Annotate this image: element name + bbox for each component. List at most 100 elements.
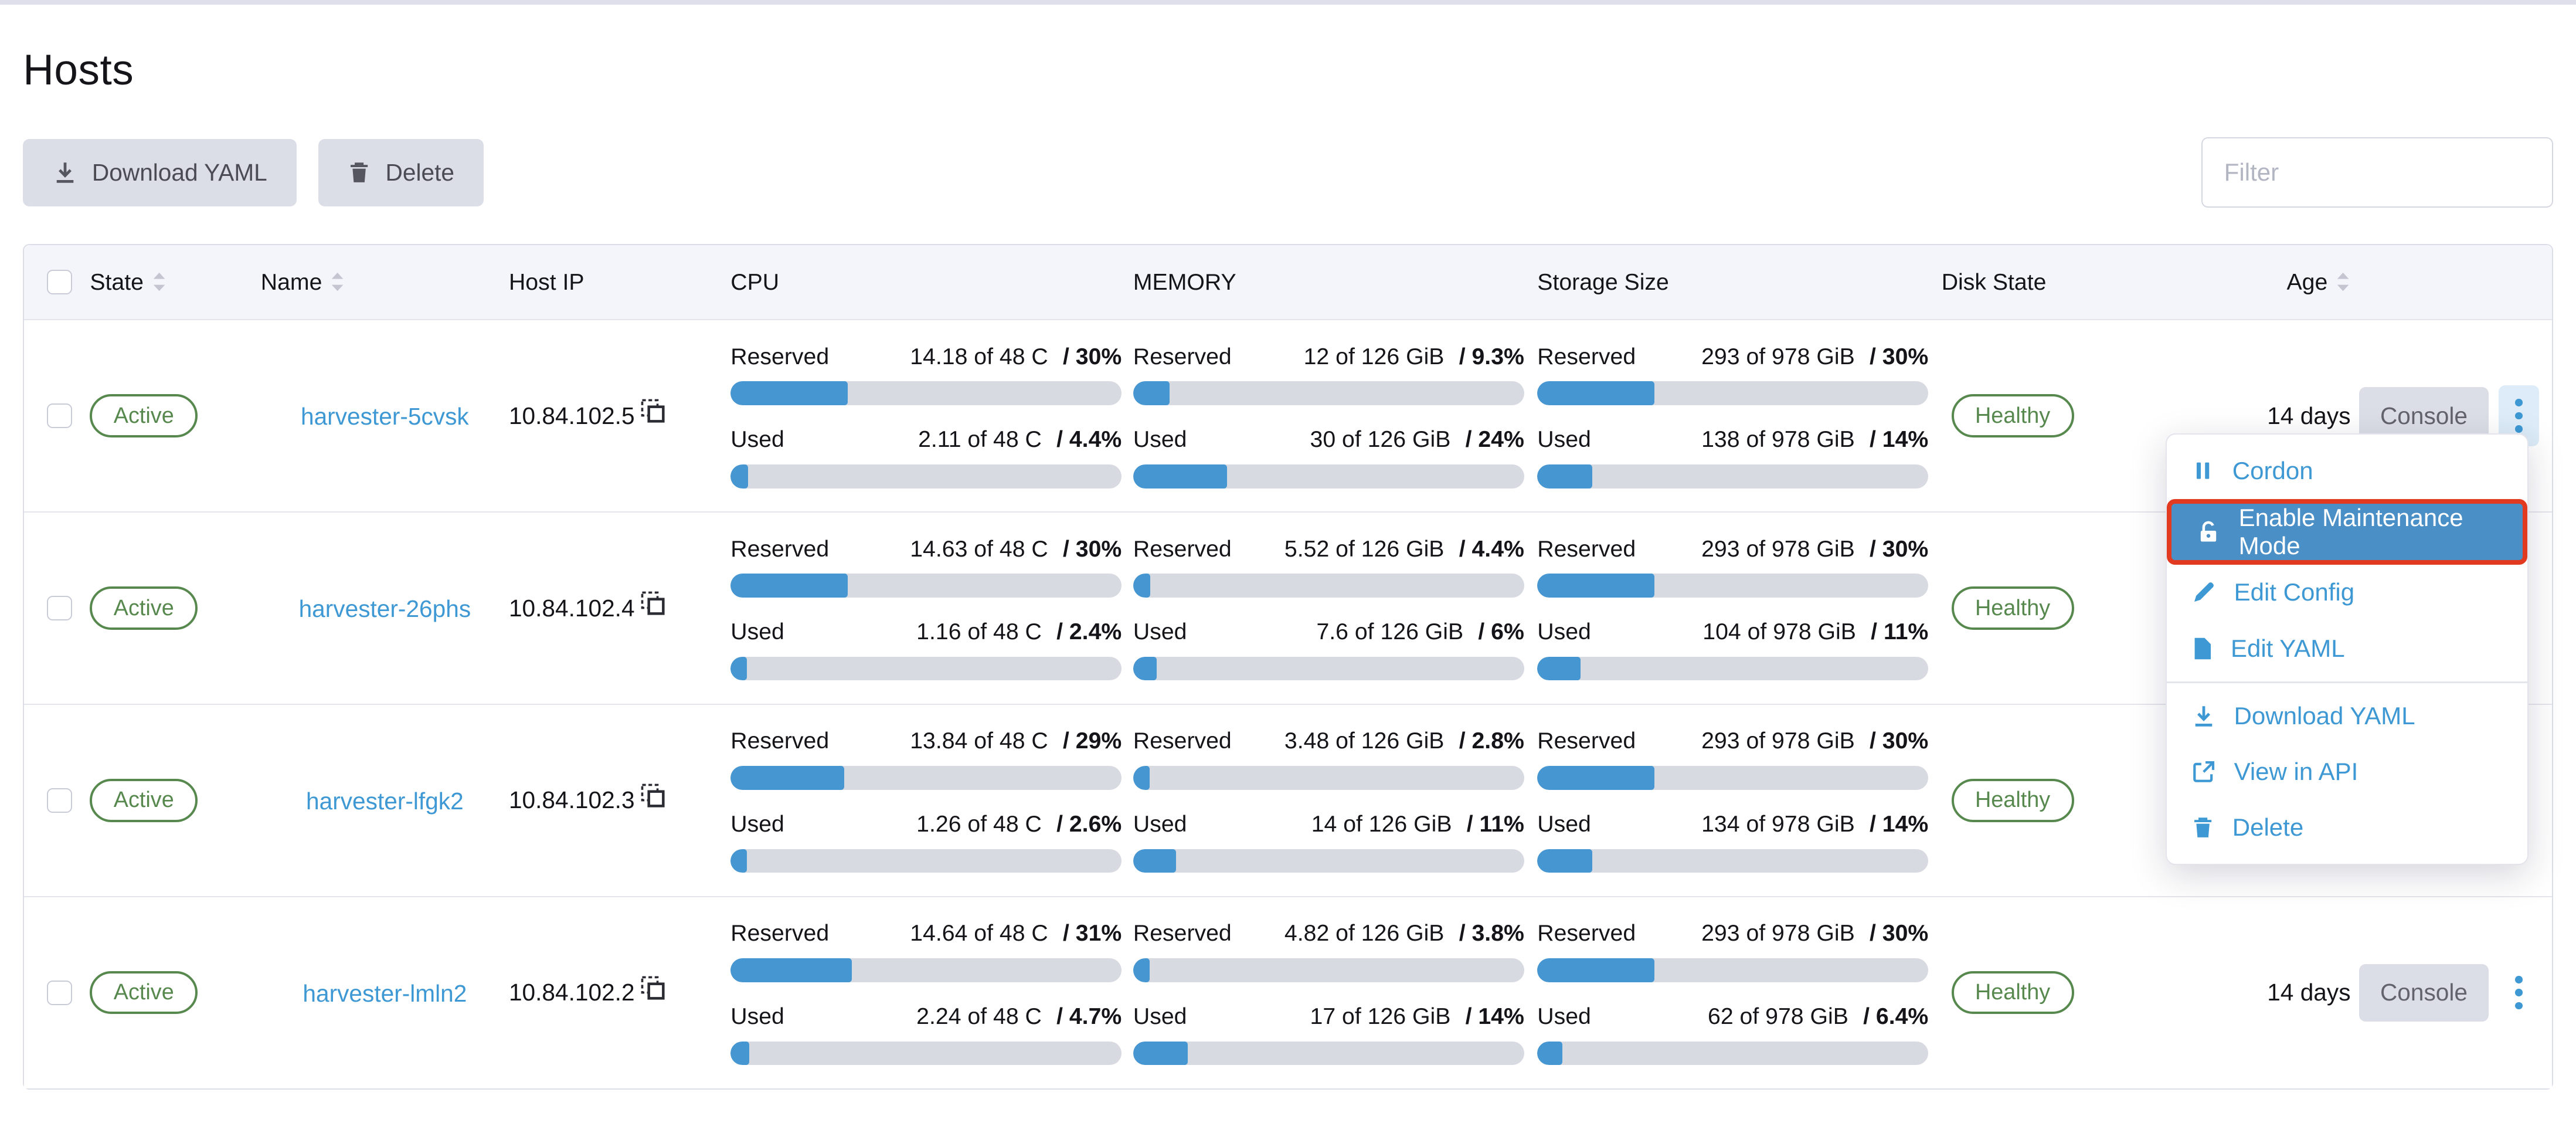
page-title: Hosts (23, 46, 134, 94)
reserved-label: Reserved (1133, 728, 1232, 754)
kebab-menu-button[interactable] (2499, 962, 2538, 1023)
menu-divider (2166, 681, 2528, 683)
storage-metric: Reserved 293 of 978 GiB / 30% Used 138 of 9… (1537, 343, 1929, 489)
disk-state-badge: Healthy (1951, 394, 2074, 437)
storage-reserved-pct: / 30% (1869, 535, 1929, 562)
used-label: Used (730, 1003, 784, 1029)
used-label: Used (1537, 619, 1591, 645)
menu-item-view-in-api[interactable]: View in API (2166, 744, 2528, 800)
cpu-used-bar (730, 1041, 1122, 1066)
host-name-link[interactable]: harvester-26phs (298, 595, 471, 622)
copy-icon[interactable] (640, 398, 666, 424)
copy-icon[interactable] (640, 975, 666, 1001)
cpu-reserved-pct: / 30% (1062, 535, 1122, 562)
reserved-label: Reserved (730, 728, 830, 754)
storage-metric: Reserved 293 of 978 GiB / 30% Used 134 of 9… (1537, 728, 1929, 873)
column-header-age[interactable]: Age (2191, 269, 2359, 296)
column-header-host-ip: Host IP (508, 269, 584, 295)
age-value: 14 days (2267, 402, 2351, 429)
storage-metric: Reserved 293 of 978 GiB / 30% Used 104 of 9… (1537, 535, 1929, 681)
cpu-reserved-bar (730, 766, 1122, 790)
menu-item-edit-yaml[interactable]: Edit YAML (2166, 620, 2528, 677)
host-name-link[interactable]: harvester-5cvsk (301, 403, 469, 430)
file-icon (2191, 636, 2213, 661)
copy-icon[interactable] (640, 782, 666, 809)
storage-reserved-pct: / 30% (1869, 920, 1929, 947)
menu-item-edit-config[interactable]: Edit Config (2166, 564, 2528, 621)
menu-item-download-yaml[interactable]: Download YAML (2166, 687, 2528, 744)
used-label: Used (1537, 1003, 1591, 1029)
reserved-label: Reserved (730, 920, 830, 947)
cpu-reserved-value: 14.63 of 48 C (910, 535, 1048, 562)
used-label: Used (1537, 811, 1591, 837)
memory-used-pct: / 14% (1465, 1003, 1524, 1029)
storage-used-pct: / 11% (1871, 619, 1929, 645)
memory-metric: Reserved 4.82 of 126 GiB / 3.8% Used 17 of … (1133, 920, 1524, 1066)
used-label: Used (730, 619, 784, 645)
storage-reserved-value: 293 of 978 GiB (1701, 343, 1855, 369)
host-name-link[interactable]: harvester-lfgk2 (306, 787, 464, 815)
cpu-used-bar (730, 656, 1122, 681)
used-label: Used (1133, 811, 1187, 837)
filter-input[interactable] (2201, 137, 2554, 208)
column-header-name[interactable]: Name (261, 269, 509, 296)
cpu-reserved-pct: / 31% (1062, 920, 1122, 947)
storage-reserved-pct: / 30% (1869, 728, 1929, 754)
copy-icon[interactable] (640, 590, 666, 616)
host-name-link[interactable]: harvester-lmln2 (303, 979, 467, 1007)
row-checkbox[interactable] (47, 595, 72, 621)
menu-item-cordon[interactable]: Cordon (2166, 443, 2528, 499)
cpu-used-pct: / 2.6% (1056, 811, 1122, 837)
storage-metric: Reserved 293 of 978 GiB / 30% Used 62 of 97… (1537, 920, 1929, 1066)
unlock-icon (2196, 520, 2221, 544)
memory-reserved-value: 4.82 of 126 GiB (1284, 920, 1445, 947)
console-button[interactable]: Console (2358, 964, 2489, 1022)
download-yaml-button[interactable]: Download YAML (23, 138, 297, 206)
memory-reserved-pct: / 3.8% (1459, 920, 1524, 947)
storage-reserved-bar (1537, 958, 1929, 982)
memory-metric: Reserved 3.48 of 126 GiB / 2.8% Used 14 of … (1133, 728, 1524, 873)
storage-used-value: 62 of 978 GiB (1708, 1003, 1848, 1029)
menu-item-enable-maintenance-mode[interactable]: Enable Maintenance Mode (2166, 498, 2528, 565)
select-all-checkbox[interactable] (47, 270, 72, 295)
memory-reserved-value: 3.48 of 126 GiB (1284, 728, 1445, 754)
cpu-metric: Reserved 13.84 of 48 C / 29% Used 1.26 of 4… (730, 728, 1122, 873)
age-value: 14 days (2267, 979, 2351, 1006)
memory-used-pct: / 24% (1465, 426, 1524, 453)
reserved-label: Reserved (1133, 535, 1232, 562)
cpu-used-pct: / 4.4% (1056, 426, 1122, 453)
reserved-label: Reserved (1537, 343, 1636, 369)
row-checkbox[interactable] (47, 980, 72, 1005)
memory-used-bar (1133, 1041, 1524, 1066)
memory-reserved-pct: / 9.3% (1459, 343, 1524, 369)
memory-reserved-value: 5.52 of 126 GiB (1284, 535, 1445, 562)
state-badge: Active (90, 779, 198, 822)
cpu-used-value: 1.16 of 48 C (916, 619, 1042, 645)
storage-reserved-bar (1537, 766, 1929, 790)
menu-item-delete[interactable]: Delete (2166, 799, 2528, 856)
column-header-disk-state: Disk State (1941, 269, 2047, 295)
column-header-state[interactable]: State (90, 269, 260, 296)
memory-used-pct: / 6% (1478, 619, 1524, 645)
used-label: Used (1537, 426, 1591, 453)
table-row: Active harvester-5cvsk 10.84.102.5 Reser… (24, 319, 2553, 512)
table-row: Active harvester-26phs 10.84.102.4 Reser… (24, 511, 2553, 704)
memory-metric: Reserved 5.52 of 126 GiB / 4.4% Used 7.6 of… (1133, 536, 1524, 681)
storage-used-pct: / 6.4% (1863, 1003, 1929, 1029)
row-checkbox[interactable] (47, 403, 72, 429)
cpu-reserved-bar (730, 381, 1122, 405)
storage-reserved-pct: / 30% (1869, 343, 1929, 369)
row-checkbox[interactable] (47, 788, 72, 813)
delete-button[interactable]: Delete (318, 138, 484, 206)
cpu-reserved-bar (730, 574, 1122, 598)
storage-used-bar (1537, 849, 1929, 873)
storage-used-bar (1537, 1041, 1929, 1066)
cpu-reserved-pct: / 30% (1062, 343, 1122, 369)
used-label: Used (730, 426, 784, 453)
row-context-menu: Cordon Enable Maintenance Mode Edit Conf… (2165, 433, 2529, 865)
external-link-icon (2191, 759, 2216, 784)
memory-used-value: 17 of 126 GiB (1310, 1003, 1451, 1029)
cpu-reserved-value: 14.18 of 48 C (910, 343, 1048, 369)
storage-reserved-value: 293 of 978 GiB (1701, 728, 1855, 754)
